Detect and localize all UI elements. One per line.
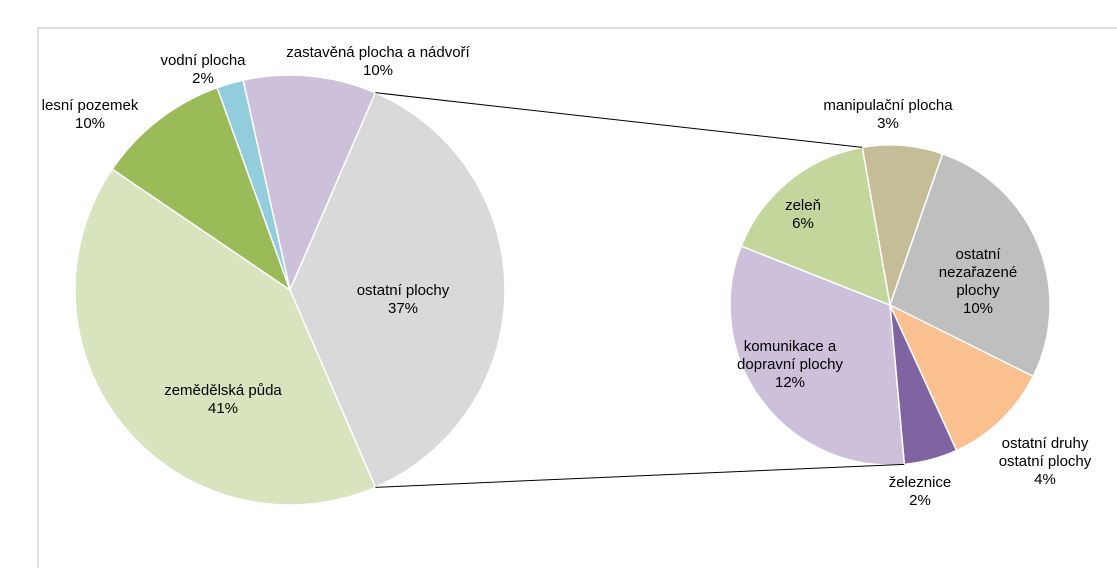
data-label: železnice 2%: [875, 474, 965, 510]
value-label: 10%: [362, 62, 394, 79]
category-name: komunikace a dopravní plochy: [737, 338, 843, 373]
value-label: 12%: [774, 374, 806, 391]
category-name: manipulační plocha: [823, 97, 953, 114]
category-name: ostatní plochy: [356, 282, 450, 299]
value-label: 6%: [792, 215, 814, 232]
value-label: 4%: [1034, 471, 1056, 488]
value-label: 2%: [909, 492, 931, 509]
data-label: zastavěná plocha a nádvoří 10%: [268, 44, 488, 80]
data-label: ostatní druhy ostatní plochy 4%: [980, 435, 1110, 489]
value-label: 37%: [387, 300, 419, 317]
data-label: ostatní nezařazené plochy 10%: [928, 246, 1028, 318]
data-label: komunikace a dopravní plochy 12%: [730, 338, 850, 392]
data-label: zeleň 6%: [773, 197, 833, 233]
pie-slice: [888, 303, 1035, 452]
value-label: 41%: [207, 400, 239, 417]
category-name: vodní plocha: [160, 52, 246, 69]
pie-slice: [216, 79, 291, 291]
data-label: lesní pozemek 10%: [25, 97, 155, 133]
category-name: zemědělská půda: [164, 382, 282, 399]
value-label: 3%: [877, 115, 899, 132]
data-label: ostatní plochy 37%: [323, 282, 483, 318]
category-name: ostatní nezařazené plochy: [938, 246, 1018, 299]
pie-slice: [74, 168, 377, 506]
pie-slice: [242, 74, 377, 293]
value-label: 2%: [192, 70, 214, 87]
pie-slice: [289, 91, 506, 489]
value-label: 10%: [962, 300, 994, 317]
category-name: ostatní druhy ostatní plochy: [998, 435, 1092, 470]
connector-line: [375, 463, 905, 488]
value-label: 10%: [74, 115, 106, 132]
data-label: vodní plocha 2%: [143, 52, 263, 88]
data-label: manipulační plocha 3%: [798, 97, 978, 133]
category-name: železnice: [888, 474, 952, 491]
category-name: zastavěná plocha a nádvoří: [286, 44, 470, 61]
pie-slice: [740, 146, 891, 307]
pie-slice: [111, 86, 292, 292]
data-label: zemědělská půda 41%: [133, 382, 313, 418]
category-name: lesní pozemek: [41, 97, 139, 114]
connector-line: [375, 92, 863, 148]
pie-slice: [889, 152, 1051, 378]
category-name: zeleň: [785, 197, 821, 214]
pie-slice: [729, 245, 906, 466]
